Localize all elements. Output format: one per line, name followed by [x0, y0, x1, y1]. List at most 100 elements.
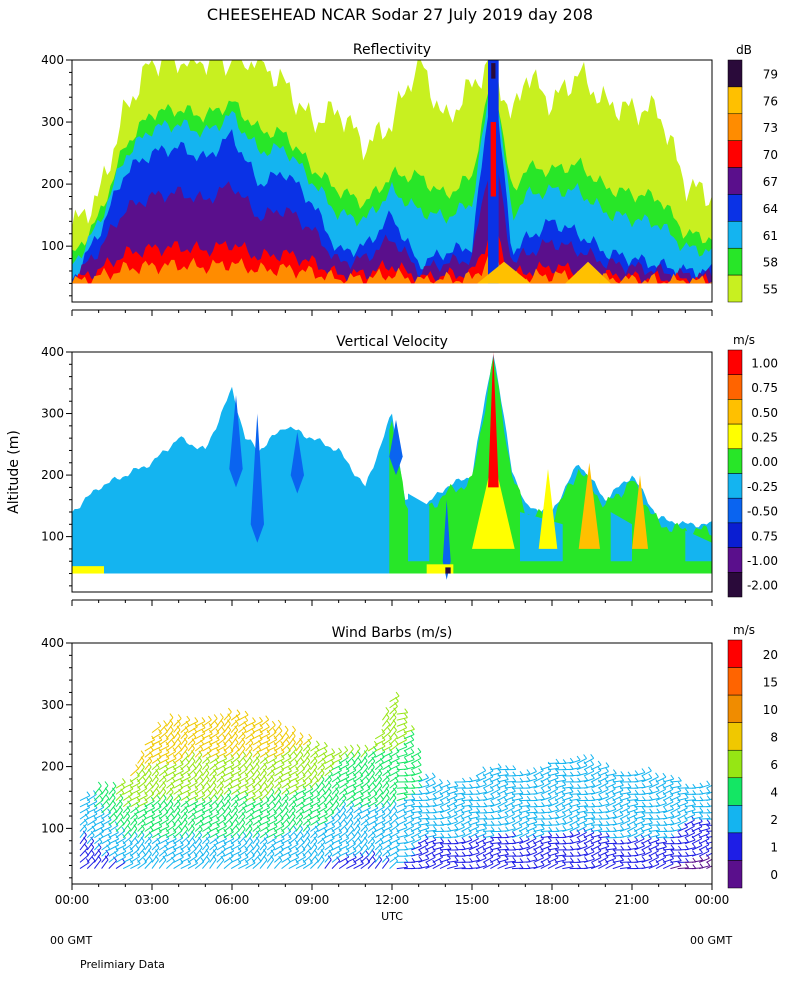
wind-barb	[569, 808, 580, 814]
wind-barb	[547, 809, 559, 814]
wind-barb-flag	[627, 862, 632, 868]
wind-barb	[137, 847, 146, 857]
wind-barb-flag	[411, 789, 416, 795]
wind-barb	[411, 771, 422, 777]
wind-barb	[331, 791, 340, 801]
wind-barb-flag	[685, 788, 689, 794]
wind-barb	[209, 718, 218, 727]
wind-barb-flag	[533, 847, 538, 853]
wind-barb-flag	[714, 801, 717, 805]
wind-barb	[627, 803, 639, 808]
wind-barb-flag	[404, 708, 409, 714]
wind-barb	[468, 831, 479, 839]
wind-barb	[590, 857, 602, 863]
wind-barb	[216, 791, 224, 801]
wind-barb	[144, 786, 154, 795]
wind-barb-flag	[641, 841, 645, 847]
wind-barb-flag	[372, 751, 377, 756]
wind-barb-flag	[190, 824, 195, 830]
colorbar-swatch	[727, 547, 743, 573]
wind-barb	[360, 795, 371, 802]
wind-barb	[288, 816, 296, 826]
wind-barb	[310, 824, 320, 832]
wind-barb	[547, 777, 559, 783]
wind-barb-flag	[562, 845, 567, 851]
wind-barb-flag	[597, 840, 602, 846]
wind-barb-flag	[440, 806, 445, 812]
wind-barb-flag	[287, 827, 292, 832]
wind-barb	[94, 813, 105, 820]
wind-barb	[612, 814, 624, 820]
wind-barb	[302, 767, 311, 777]
wind-barb-flag	[647, 840, 652, 846]
wind-barb	[108, 855, 118, 863]
wind-barb	[209, 757, 220, 764]
wind-barb	[151, 772, 159, 783]
wind-barb	[201, 772, 210, 783]
wind-barb	[266, 762, 277, 771]
wind-barb	[598, 789, 609, 795]
wind-barb-flag	[598, 814, 603, 820]
wind-barb-flag	[205, 762, 210, 768]
wind-barb	[230, 718, 240, 727]
wind-barb	[468, 845, 480, 851]
wind-barb	[511, 802, 523, 808]
wind-barb-flag	[648, 861, 653, 867]
wind-barb-flag	[706, 780, 711, 786]
wind-barb-flag	[584, 796, 589, 801]
wind-barb-flag	[237, 858, 242, 864]
wind-barb	[555, 789, 566, 795]
wind-barb	[346, 804, 355, 814]
wind-barb-flag	[169, 793, 174, 799]
wind-barb-flag	[329, 844, 334, 849]
wind-barb-flag	[410, 815, 415, 821]
wind-barb-flag	[264, 757, 268, 762]
wind-barb	[245, 726, 256, 734]
wind-barb	[641, 865, 653, 870]
wind-barb	[274, 764, 285, 771]
wind-barb-flag	[598, 825, 603, 830]
wind-barb	[230, 770, 242, 777]
wind-barb	[483, 835, 495, 839]
wind-barb	[202, 739, 213, 746]
wind-barb	[302, 742, 312, 752]
colorbar-swatch	[727, 572, 743, 598]
wind-barb	[209, 847, 218, 857]
wind-barb	[331, 844, 343, 851]
wind-barb-flag	[612, 859, 616, 864]
wind-barb	[403, 774, 415, 777]
wind-barb-flag	[685, 783, 689, 789]
wind-barb-flag	[418, 796, 423, 801]
wind-barb	[605, 816, 617, 820]
wind-barb	[252, 813, 263, 820]
wind-barb	[634, 772, 646, 777]
wind-barb	[698, 844, 710, 851]
y-tick-label: 100	[41, 239, 64, 253]
wind-barb	[432, 803, 444, 808]
wind-barb-flag	[199, 776, 204, 782]
wind-barb-flag	[112, 781, 117, 787]
wind-barb	[367, 853, 376, 863]
wind-barb-flag	[446, 790, 451, 796]
wind-barb-flag	[526, 850, 531, 855]
wind-barb	[605, 863, 616, 870]
y-tick-label: 300	[41, 698, 64, 712]
wind-barb	[555, 779, 567, 783]
wind-barb	[245, 855, 255, 863]
wind-barb-flag	[344, 753, 349, 758]
colorbar-swatch	[727, 694, 743, 723]
wind-barb	[662, 801, 674, 808]
wind-barb-flag	[468, 835, 473, 841]
wind-barb	[461, 825, 472, 832]
wind-barb	[223, 757, 234, 764]
wind-barb	[295, 782, 307, 789]
wind-barb	[266, 757, 277, 764]
wind-barb	[295, 805, 305, 814]
wind-barb	[461, 809, 473, 814]
wind-barb	[454, 841, 466, 845]
wind-barb	[238, 842, 248, 851]
wind-barb	[266, 724, 276, 733]
wind-barb	[166, 780, 176, 789]
wind-barb-flag	[178, 788, 183, 794]
wind-barb	[252, 780, 261, 789]
